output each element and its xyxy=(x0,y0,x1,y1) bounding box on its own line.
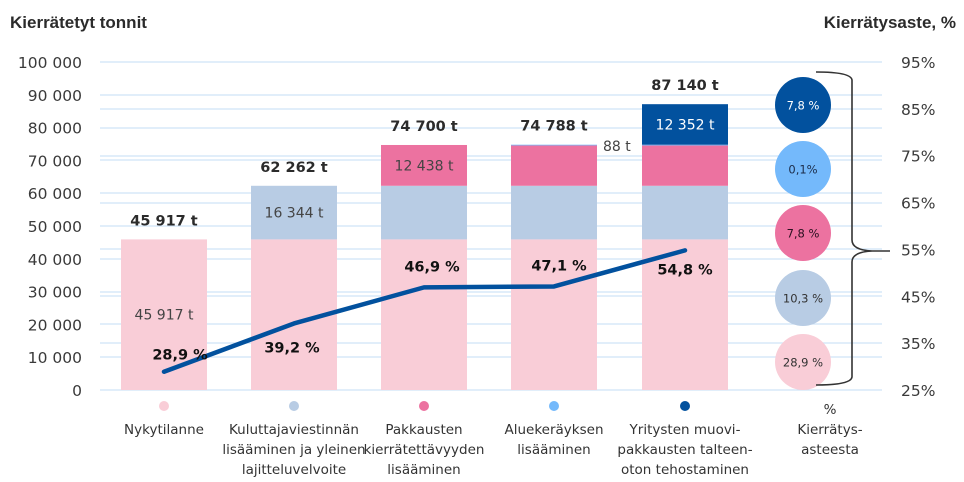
category-label: Nykytilanne xyxy=(124,422,204,438)
rate-label: 54,8 % xyxy=(657,262,713,278)
legend-marker xyxy=(419,401,429,411)
y-tick-label: 90 000 xyxy=(28,87,82,105)
rate-label: 39,2 % xyxy=(264,340,320,356)
category-label: Yritysten muovi- xyxy=(629,422,741,438)
y2-tick-label: 85% xyxy=(901,101,935,119)
y-tick-label: 70 000 xyxy=(28,152,82,170)
bar-segment xyxy=(381,144,467,186)
legend-marker xyxy=(159,401,169,411)
legend-marker xyxy=(549,401,559,411)
bar-segment xyxy=(381,185,467,240)
bar-segment xyxy=(511,239,597,390)
y2-tick-label: 75% xyxy=(901,148,935,166)
bar-totals: 45 917 t 62 262 t 74 700 t 74 788 t 87 140 t xyxy=(130,78,719,229)
y2-tick-label: 55% xyxy=(901,241,935,259)
y2-tick-label: 65% xyxy=(901,195,935,213)
segment-label: 12 352 t xyxy=(656,117,715,133)
breakdown-bubble xyxy=(775,77,831,133)
category-label: lisääminen ja yleinen xyxy=(222,442,365,458)
category-label: kierrätettävyyden xyxy=(364,442,485,458)
y2-tick-label: 95% xyxy=(901,54,935,72)
segment-labels: 45 917 t 16 344 t 12 438 t 88 t 12 352 t xyxy=(135,117,715,323)
bar-segment xyxy=(642,144,728,186)
bar-total-label: 45 917 t xyxy=(130,213,198,229)
bar-total-label: 87 140 t xyxy=(651,78,719,94)
bar-segment xyxy=(511,144,597,186)
category-label: Pakkausten xyxy=(385,422,462,438)
legend-marker xyxy=(289,401,299,411)
category-label: pakkausten talteen- xyxy=(617,442,752,458)
segment-label: 88 t xyxy=(603,139,631,155)
breakdown-bubble xyxy=(775,141,831,197)
y-tick-label: 60 000 xyxy=(28,185,82,203)
category-label: lisääminen xyxy=(387,462,460,478)
breakdown-bubble-label: 0,1% xyxy=(788,163,817,177)
category-label: Kuluttajaviestinnän xyxy=(229,422,359,438)
left-axis-ticks: 0 10 000 20 000 30 000 40 000 50 000 60 000 70 … xyxy=(18,54,82,400)
breakdown-bubble-label: 10,3 % xyxy=(783,292,823,306)
breakdown-bubble-label: 7,8 % xyxy=(787,227,820,241)
side-breakdown-title: % Kierrätys-asteesta xyxy=(797,402,862,458)
right-axis-ticks: 25% 35% 45% 55% 65% 75% 85% 95% xyxy=(901,54,935,400)
segment-label: 12 438 t xyxy=(395,158,454,174)
recycling-rate-line xyxy=(161,248,688,374)
y-tick-label: 40 000 xyxy=(28,251,82,269)
rate-label: 46,9 % xyxy=(404,259,460,275)
breakdown-bubble-label: 28,9 % xyxy=(783,356,823,370)
bar-total-label: 74 788 t xyxy=(520,119,588,135)
category-label: oton tehostaminen xyxy=(621,462,749,478)
y-tick-label: 50 000 xyxy=(28,218,82,236)
bar-segment xyxy=(251,185,337,240)
side-breakdown-bubbles: 7,8 % 0,1% 7,8 % 10,3 % 28,9 % xyxy=(775,77,831,390)
y-tick-label: 100 000 xyxy=(18,54,82,72)
breakdown-bubble xyxy=(775,334,831,390)
bar-total-label: 62 262 t xyxy=(260,160,328,176)
legend-marker xyxy=(680,401,690,411)
bar-segment xyxy=(642,104,728,145)
right-axis-title: Kierrätysaste, % xyxy=(824,13,956,32)
bar-segment xyxy=(381,239,467,390)
y-tick-label: 30 000 xyxy=(28,284,82,302)
category-label: lisääminen xyxy=(517,442,590,458)
rate-labels: 28,9 % 39,2 % 46,9 % 47,1 % 54,8 % xyxy=(152,258,713,363)
side-title-line: Kierrätys- xyxy=(797,422,862,438)
rate-label: 47,1 % xyxy=(531,258,587,274)
bar-segment xyxy=(121,239,207,390)
category-legend: Nykytilanne Kuluttajaviestinnän lisääminen… xyxy=(124,401,753,478)
y-tick-label: 80 000 xyxy=(28,120,82,138)
category-label: Aluekeräyksen xyxy=(504,422,603,438)
breakdown-bubble-label: 7,8 % xyxy=(787,99,820,113)
y2-tick-label: 45% xyxy=(901,288,935,306)
segment-label: 45 917 t xyxy=(135,308,194,324)
bar-segment xyxy=(642,185,728,240)
side-title-line: % xyxy=(824,402,837,418)
gridlines xyxy=(100,61,882,391)
bar-segment xyxy=(511,144,597,146)
bar-segment xyxy=(642,144,728,146)
bar-segment xyxy=(511,185,597,240)
y2-tick-label: 25% xyxy=(901,382,935,400)
brace xyxy=(815,71,890,386)
left-axis-title: Kierrätetyt tonnit xyxy=(10,13,147,32)
bar-total-label: 74 700 t xyxy=(390,119,458,135)
category-label: lajitteluvelvoite xyxy=(242,462,346,478)
y-tick-label: 10 000 xyxy=(28,349,82,367)
stacked-bars xyxy=(121,104,728,390)
breakdown-bubble xyxy=(775,270,831,326)
y-tick-label: 0 xyxy=(72,382,82,400)
rate-label: 28,9 % xyxy=(152,348,208,364)
side-title-line: asteesta xyxy=(801,442,859,458)
y-tick-label: 20 000 xyxy=(28,316,82,334)
bar-segment xyxy=(642,239,728,390)
y2-tick-label: 35% xyxy=(901,335,935,353)
segment-label: 16 344 t xyxy=(265,206,324,222)
breakdown-bubble xyxy=(775,205,831,261)
